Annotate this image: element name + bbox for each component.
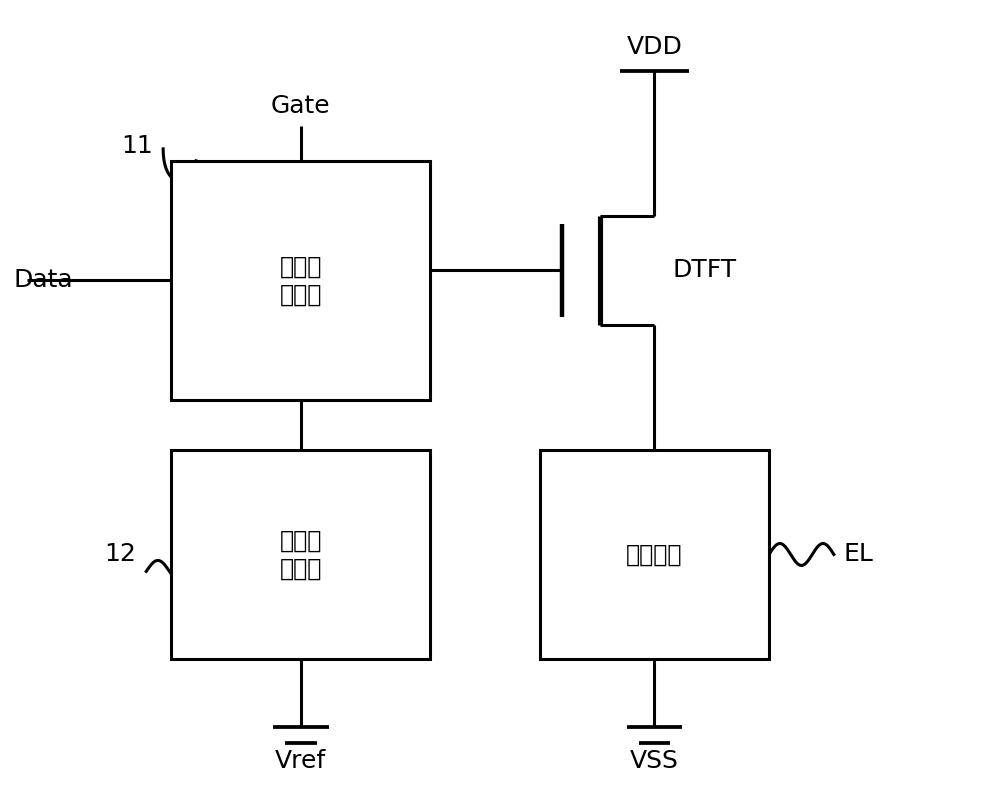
Text: 11: 11: [121, 134, 153, 158]
Text: Gate: Gate: [271, 94, 331, 118]
Text: VSS: VSS: [630, 749, 679, 773]
Text: Data: Data: [14, 269, 73, 293]
Text: EL: EL: [844, 542, 874, 566]
Text: 12: 12: [104, 542, 136, 566]
Text: DTFT: DTFT: [672, 258, 737, 282]
Text: Vref: Vref: [275, 749, 326, 773]
Bar: [171, 161, 430, 400]
Text: 数据写
入单元: 数据写 入单元: [280, 254, 322, 306]
Bar: [540, 450, 769, 659]
Text: VDD: VDD: [627, 35, 682, 59]
Text: 发光元件: 发光元件: [626, 542, 683, 566]
Text: 存储电
容单元: 存储电 容单元: [280, 529, 322, 580]
Bar: [171, 450, 430, 659]
